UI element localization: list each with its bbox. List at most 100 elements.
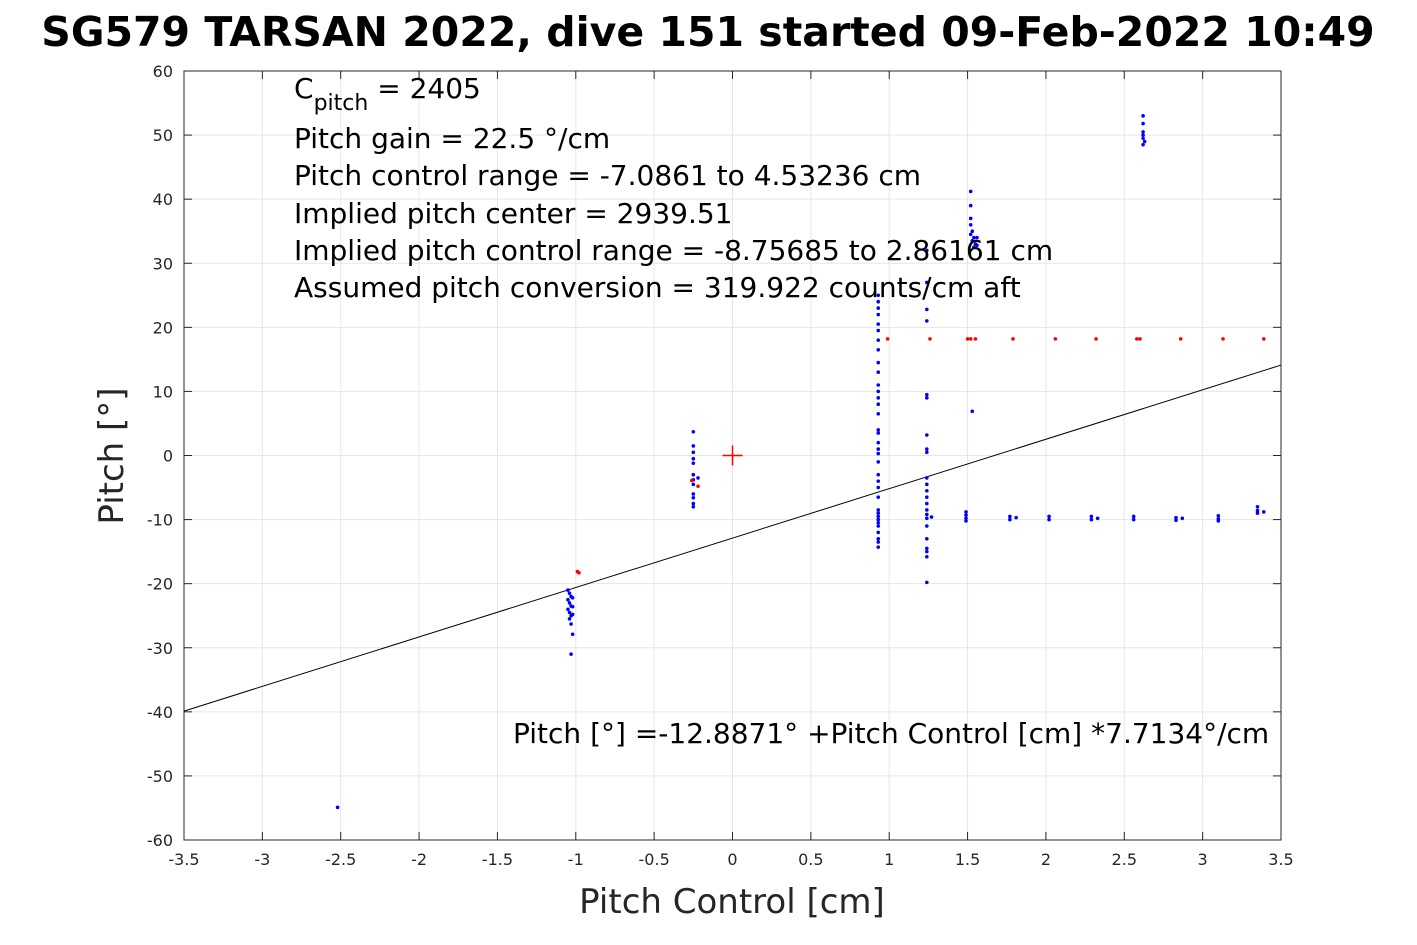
y-tick-label: -50 bbox=[147, 767, 173, 786]
blue-data-point bbox=[925, 476, 929, 480]
blue-data-point bbox=[567, 591, 572, 596]
x-axis-label: Pitch Control [cm] bbox=[579, 882, 885, 922]
blue-data-point bbox=[1255, 511, 1260, 515]
x-tick-label: 3 bbox=[1198, 850, 1208, 869]
red-data-point bbox=[577, 570, 581, 575]
blue-data-point bbox=[335, 805, 340, 810]
blue-data-point bbox=[925, 248, 929, 253]
blue-data-point bbox=[876, 328, 881, 333]
blue-data-point bbox=[696, 476, 700, 480]
blue-data-point bbox=[569, 652, 573, 656]
blue-data-point bbox=[970, 409, 975, 414]
blue-data-point bbox=[1008, 517, 1012, 522]
blue-data-point bbox=[691, 456, 696, 461]
blue-data-point bbox=[567, 610, 572, 615]
blue-data-point bbox=[876, 530, 881, 535]
x-tick-label: -2 bbox=[411, 850, 427, 869]
implied-pitch-center-annotation: Implied pitch center = 2939.51 bbox=[294, 197, 732, 230]
blue-data-point bbox=[1174, 518, 1178, 523]
y-tick-label: 50 bbox=[153, 126, 173, 145]
y-axis-label: Pitch [°] bbox=[92, 387, 132, 524]
blue-data-point bbox=[1141, 121, 1145, 126]
y-tick-label: -10 bbox=[147, 511, 173, 530]
blue-data-point bbox=[925, 537, 929, 541]
x-tick-label: -3.5 bbox=[168, 850, 199, 869]
blue-data-point bbox=[876, 396, 881, 400]
y-tick-label: 60 bbox=[153, 62, 173, 81]
blue-data-point bbox=[1141, 142, 1145, 147]
blue-data-point bbox=[876, 545, 881, 549]
x-tick-label: 0 bbox=[727, 850, 737, 869]
blue-data-point bbox=[972, 245, 976, 250]
blue-data-point bbox=[925, 488, 929, 493]
x-tick-label: 2 bbox=[1041, 850, 1051, 869]
blue-data-point bbox=[876, 402, 881, 407]
x-tick-label: -1 bbox=[568, 850, 584, 869]
pitch-gain-annotation: Pitch gain = 22.5 °/cm bbox=[294, 122, 610, 155]
blue-data-point bbox=[1047, 517, 1051, 522]
blue-data-point bbox=[569, 622, 573, 626]
blue-data-point bbox=[691, 472, 696, 477]
blue-data-point bbox=[925, 319, 929, 323]
y-tick-label: 40 bbox=[153, 190, 173, 209]
blue-data-point bbox=[876, 299, 881, 304]
y-tick-label: -20 bbox=[147, 575, 173, 594]
blue-data-point bbox=[876, 520, 881, 525]
red-data-point bbox=[1094, 337, 1098, 341]
x-tick-label: -3 bbox=[254, 850, 270, 869]
pitch-center-marker bbox=[722, 445, 743, 466]
blue-data-point bbox=[691, 444, 696, 448]
blue-data-point bbox=[1089, 514, 1094, 519]
blue-data-point bbox=[968, 203, 973, 208]
chart-title: SG579 TARSAN 2022, dive 151 started 09-F… bbox=[41, 8, 1374, 56]
blue-data-point bbox=[570, 612, 575, 617]
y-tick-label: 20 bbox=[153, 318, 173, 337]
blue-data-point bbox=[925, 549, 929, 554]
blue-data-point bbox=[1014, 515, 1018, 520]
cpitch-symbol: C bbox=[294, 72, 314, 105]
blue-data-point bbox=[876, 412, 881, 416]
blue-data-point bbox=[964, 519, 968, 523]
blue-data-point bbox=[876, 389, 881, 394]
red-data-point bbox=[968, 337, 973, 341]
blue-data-point bbox=[691, 461, 696, 465]
blue-data-point bbox=[567, 617, 572, 621]
implied-range-annotation: Implied pitch control range = -8.75685 t… bbox=[294, 234, 1053, 267]
blue-data-point bbox=[876, 514, 881, 519]
x-tick-label: -0.5 bbox=[639, 850, 670, 869]
blue-data-point bbox=[876, 293, 881, 298]
blue-data-point bbox=[975, 243, 979, 248]
blue-data-point bbox=[691, 450, 696, 455]
blue-data-point bbox=[975, 235, 979, 240]
blue-data-point bbox=[925, 580, 929, 585]
blue-data-point bbox=[876, 485, 881, 490]
blue-data-point bbox=[876, 312, 881, 317]
blue-data-point bbox=[964, 516, 968, 521]
blue-data-point bbox=[1142, 139, 1147, 144]
blue-data-point bbox=[1141, 114, 1145, 118]
blue-data-point bbox=[925, 524, 929, 528]
blue-data-point bbox=[876, 479, 881, 483]
blue-data-point bbox=[1174, 515, 1178, 520]
blue-data-point bbox=[970, 239, 975, 243]
y-tick-label: -40 bbox=[147, 703, 173, 722]
blue-data-point bbox=[876, 540, 881, 544]
blue-data-point bbox=[876, 322, 881, 326]
blue-data-point bbox=[964, 513, 968, 517]
blue-data-point bbox=[968, 216, 973, 221]
blue-data-point bbox=[1255, 508, 1260, 513]
x-tick-label: 1.5 bbox=[955, 850, 980, 869]
blue-data-point bbox=[691, 501, 696, 506]
blue-data-point bbox=[691, 495, 696, 500]
blue-data-point bbox=[691, 482, 696, 487]
blue-data-point bbox=[1255, 504, 1260, 509]
red-data-point bbox=[973, 337, 978, 341]
blue-data-point bbox=[968, 232, 973, 237]
red-data-point bbox=[1178, 337, 1183, 341]
blue-data-point bbox=[691, 504, 696, 509]
blue-data-point bbox=[925, 501, 929, 506]
blue-data-point bbox=[566, 607, 570, 612]
fit-equation-annotation: Pitch [°] =-12.8871° +Pitch Control [cm]… bbox=[513, 717, 1269, 750]
blue-data-point bbox=[876, 517, 881, 522]
blue-data-point bbox=[925, 512, 929, 517]
